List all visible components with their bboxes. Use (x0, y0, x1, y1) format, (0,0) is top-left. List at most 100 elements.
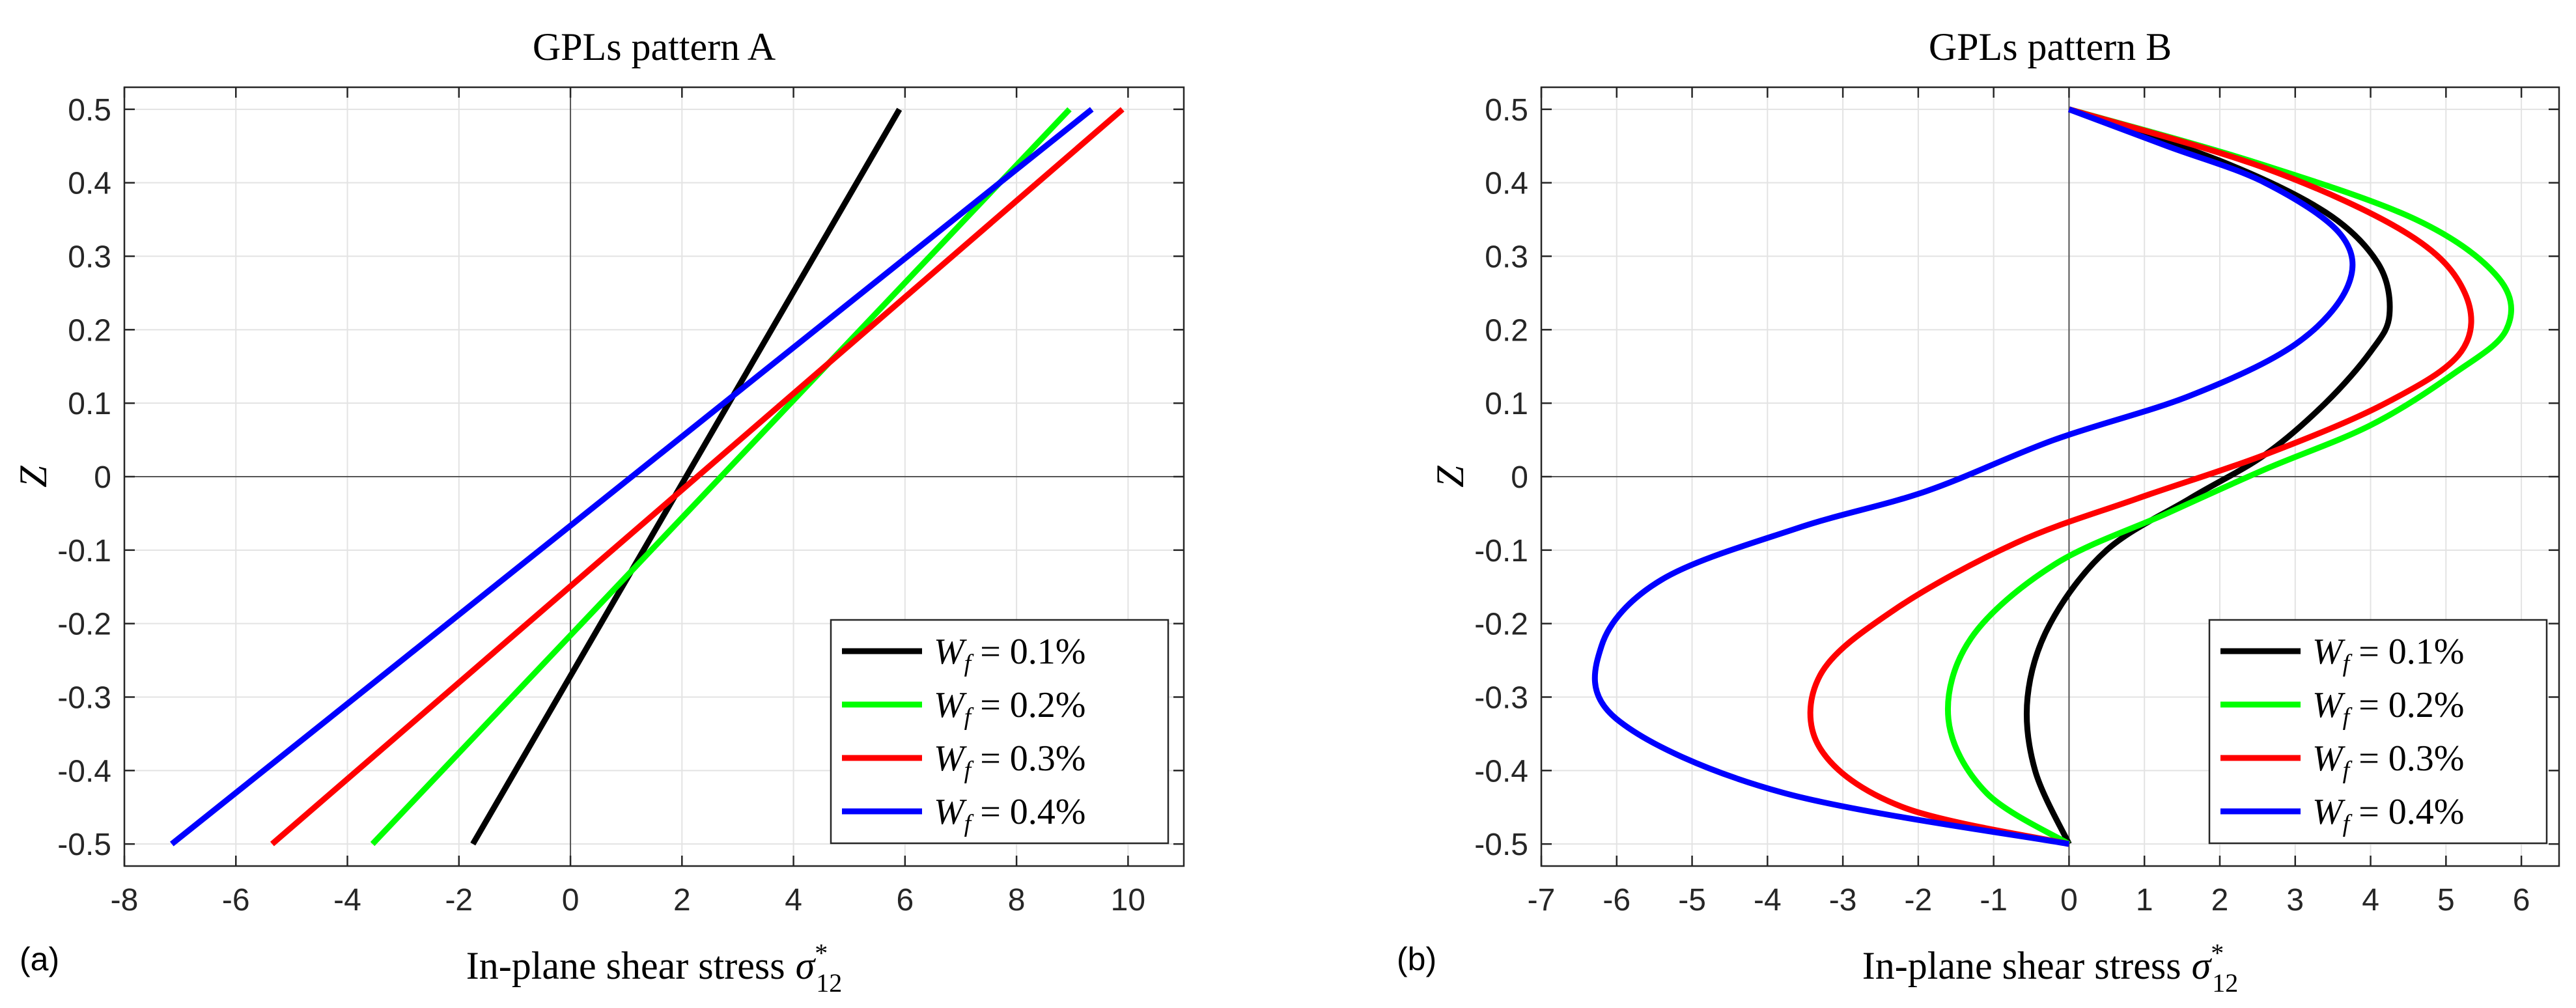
chart-title: GPLs pattern A (533, 25, 776, 68)
x-tick-label: 2 (2211, 883, 2229, 917)
x-tick-label: -8 (111, 883, 139, 917)
legend-box (830, 619, 1169, 845)
legend-label-rest: = 0.2% (971, 685, 1085, 725)
x-axis-label: In-plane shear stress σ* 12 (466, 938, 842, 998)
legend-label-rest: = 0.4% (2349, 792, 2464, 832)
y-tick-label: -0.2 (1474, 608, 1528, 642)
legend-label-var: W (2312, 738, 2345, 779)
legend: Wf = 0.1% Wf = 0.2% Wf = 0.3% Wf = 0.4% (830, 619, 1169, 845)
x-tick-label: -6 (1603, 883, 1631, 917)
legend-label-2: Wf = 0.2% (2312, 685, 2464, 731)
y-tick-label: 0.1 (68, 387, 111, 421)
series-line-4 (169, 107, 1094, 847)
panel-b: -7 -6 -5 -4 -3 -2 -1 0 1 2 3 4 5 6 -0.5 -0.4 -0.3 -0.2 -0.… (1397, 25, 2560, 998)
y-tick-label: 0.4 (68, 167, 111, 201)
x-tick-label: -1 (1980, 883, 2008, 917)
legend-label-var: W (934, 738, 967, 779)
y-tick-label: -0.5 (1474, 828, 1528, 862)
panel-label: (b) (1397, 941, 1436, 977)
legend-label-3: Wf = 0.3% (934, 738, 1085, 784)
x-axis-label-text: In-plane shear stress (466, 944, 785, 987)
y-tick-label: -0.2 (57, 608, 111, 642)
y-tick-label: -0.4 (1474, 754, 1528, 789)
legend-label-rest: = 0.2% (2349, 685, 2464, 725)
y-tick-label: 0.3 (1485, 240, 1528, 275)
legend-box (2208, 619, 2548, 845)
y-tick-label: -0.3 (1474, 680, 1528, 715)
series-line-1 (2023, 106, 2393, 846)
legend-label-rest: = 0.1% (2349, 632, 2464, 672)
x-tick-label: 5 (2437, 883, 2455, 917)
y-tick-label: -0.4 (57, 754, 111, 789)
chart-title: GPLs pattern B (1929, 25, 2172, 68)
y-tick-label: 0.4 (1485, 167, 1528, 201)
legend-label-rest: = 0.1% (971, 632, 1085, 672)
legend-label-var: W (934, 792, 967, 832)
x-tick-label: -6 (222, 883, 250, 917)
x-axis-label-symbol: σ (2192, 944, 2213, 987)
y-axis-label: Z (12, 466, 55, 488)
x-tick-label: 3 (2286, 883, 2304, 917)
y-tick-label: -0.5 (57, 828, 111, 862)
x-tick-label: -5 (1678, 883, 1706, 917)
x-axis-label-text: In-plane shear stress (1862, 944, 2181, 987)
legend-label-var: W (2312, 792, 2345, 832)
y-tick-label: 0 (94, 460, 111, 495)
y-tick-label: -0.1 (1474, 534, 1528, 568)
y-tick-label: 0.1 (1485, 387, 1528, 421)
legend-label-1: Wf = 0.1% (934, 632, 1085, 677)
legend-label-var: W (934, 685, 967, 725)
series-line-3 (270, 107, 1125, 847)
x-axis-label-symbol: σ (796, 944, 817, 987)
legend-label-2: Wf = 0.2% (934, 685, 1085, 731)
series-line-1 (470, 107, 903, 846)
x-tick-label: 4 (785, 883, 802, 917)
series-line-2 (1945, 106, 2515, 847)
x-axis-label-subscript: 12 (2212, 968, 2238, 998)
series-line-3 (1807, 106, 2474, 847)
panel-a: -8 -6 -4 -2 0 2 4 6 8 10 -0.5 -0.4 -0.3 -0.2 -0.1 0 0.1 0… (12, 25, 1185, 998)
x-axis-label: In-plane shear stress σ* 12 (1862, 938, 2238, 998)
y-tick-label: 0.2 (1485, 313, 1528, 348)
legend-label-4: Wf = 0.4% (934, 792, 1085, 837)
x-tick-label: 0 (562, 883, 580, 917)
y-tick-label: 0 (1511, 460, 1528, 495)
x-axis-label-subscript: 12 (816, 968, 842, 998)
x-tick-label: -2 (445, 883, 473, 917)
x-axis-label-superscript: * (2211, 938, 2224, 968)
x-axis-label-superscript: * (815, 938, 828, 968)
x-tick-label: -4 (333, 883, 361, 917)
y-axis-label: Z (1429, 466, 1472, 488)
series-line-2 (370, 107, 1072, 847)
y-tick-label: 0.5 (1485, 93, 1528, 128)
y-tick-label: -0.1 (57, 534, 111, 568)
x-tick-label: -3 (1829, 883, 1857, 917)
legend-label-var: W (2312, 632, 2345, 672)
series-line-4 (1591, 106, 2356, 847)
x-tick-label: 2 (673, 883, 691, 917)
legend-label-3: Wf = 0.3% (2312, 738, 2464, 784)
x-tick-label: 6 (896, 883, 914, 917)
x-tick-label: -7 (1528, 883, 1556, 917)
x-tick-label: 8 (1008, 883, 1026, 917)
legend-label-4: Wf = 0.4% (2312, 792, 2464, 837)
y-tick-label: -0.3 (57, 680, 111, 715)
legend-label-rest: = 0.3% (971, 738, 1085, 779)
legend-label-var: W (934, 632, 967, 672)
x-tick-label: 4 (2362, 883, 2379, 917)
x-tick-label: 6 (2513, 883, 2530, 917)
x-tick-label: 10 (1111, 883, 1145, 917)
y-tick-label: 0.3 (68, 240, 111, 275)
x-tick-label: -2 (1905, 883, 1933, 917)
legend-label-1: Wf = 0.1% (2312, 632, 2464, 677)
legend-label-var: W (2312, 685, 2345, 725)
legend-label-rest: = 0.4% (971, 792, 1085, 832)
x-tick-label: 0 (2060, 883, 2078, 917)
panel-label: (a) (20, 941, 59, 977)
y-tick-label: 0.5 (68, 93, 111, 128)
y-tick-label: 0.2 (68, 313, 111, 348)
legend-label-rest: = 0.3% (2349, 738, 2464, 779)
x-tick-label: -4 (1754, 883, 1782, 917)
legend: Wf = 0.1% Wf = 0.2% Wf = 0.3% Wf = 0.4% (2208, 619, 2548, 845)
